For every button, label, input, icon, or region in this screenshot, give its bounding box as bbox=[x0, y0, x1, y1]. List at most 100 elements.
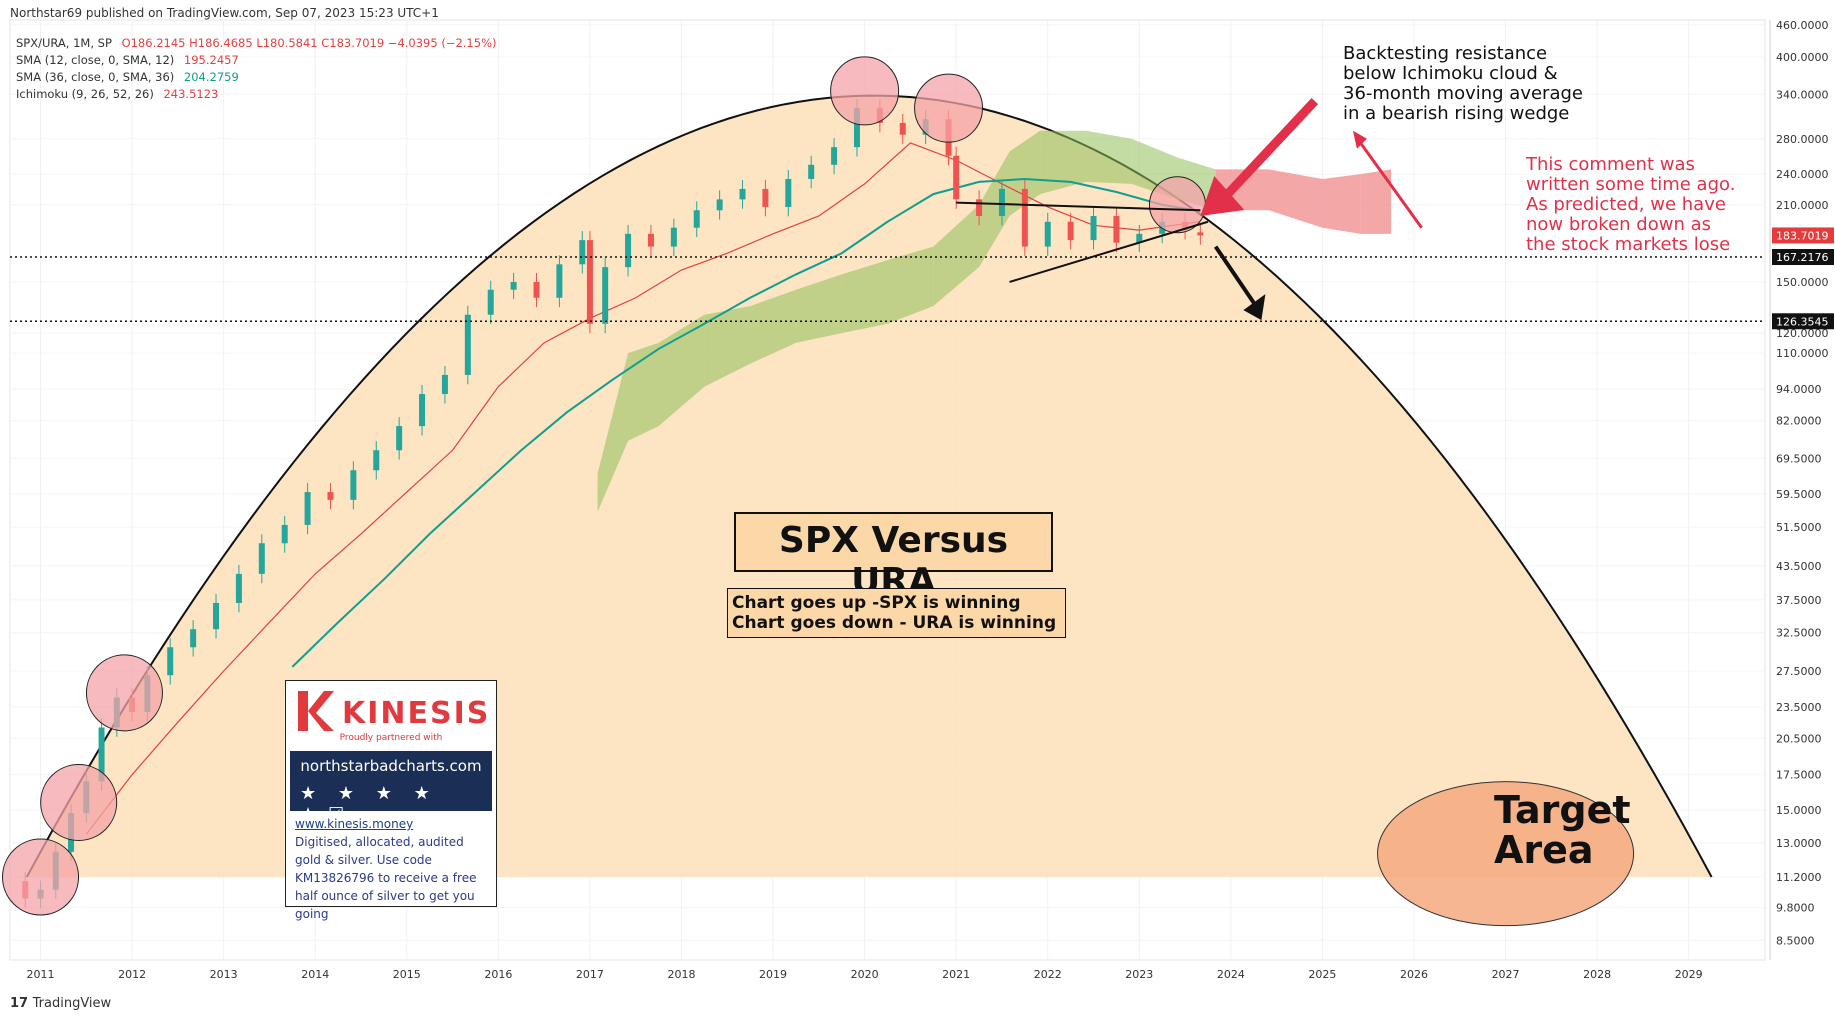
x-tick-label: 2016 bbox=[484, 968, 512, 981]
legend-sma36-label: SMA (36, close, 0, SMA, 36) bbox=[16, 70, 175, 84]
price-tag-label: 183.7019 bbox=[1776, 229, 1829, 242]
y-tick-label: 43.5000 bbox=[1776, 560, 1822, 573]
breakdown-arrow-shaft bbox=[1213, 245, 1260, 310]
y-tick-label: 15.0000 bbox=[1776, 804, 1822, 817]
ichimoku-cloud-segment bbox=[1269, 169, 1323, 228]
y-tick-label: 59.5000 bbox=[1776, 488, 1822, 501]
explainer-line-2: Chart goes down - URA is winning bbox=[732, 613, 1057, 633]
wedge-upper-line bbox=[956, 201, 1201, 212]
y-tick-label: 17.5000 bbox=[1776, 769, 1822, 782]
x-tick-label: 2011 bbox=[27, 968, 55, 981]
highlight-circle bbox=[914, 73, 984, 143]
candle-body bbox=[808, 164, 815, 179]
candle-body bbox=[976, 199, 983, 216]
kinesis-body: Digitised, allocated, audited gold & sil… bbox=[295, 835, 477, 921]
rating-stars-icon: ★ ★ ★ ★ ★ ☑ bbox=[300, 783, 490, 825]
kinesis-ad[interactable]: KINESIS Proudly partnered with northstar… bbox=[285, 680, 497, 921]
y-tick-label: 94.0000 bbox=[1776, 383, 1822, 396]
candle-body bbox=[441, 374, 448, 395]
ichimoku-cloud-segment bbox=[1009, 130, 1041, 216]
candle-body bbox=[235, 573, 242, 603]
price-tag bbox=[1772, 313, 1834, 330]
x-tick-label: 2020 bbox=[851, 968, 879, 981]
ichimoku-cloud-segment bbox=[841, 260, 888, 334]
kinesis-link[interactable]: www.kinesis.money bbox=[295, 817, 414, 831]
candle-body bbox=[419, 394, 426, 427]
explainer-line-1: Chart goes up -SPX is winning bbox=[732, 593, 1021, 613]
kinesis-band: northstarbadcharts.com ★ ★ ★ ★ ★ ☑ bbox=[290, 751, 492, 825]
legend-ichimoku-label: Ichimoku (9, 26, 52, 26) bbox=[16, 87, 154, 101]
x-tick-label: 2015 bbox=[393, 968, 421, 981]
candle-body bbox=[213, 602, 220, 630]
y-tick-label: 51.5000 bbox=[1776, 521, 1822, 534]
ichimoku-cloud-segment bbox=[628, 342, 659, 441]
candle-body bbox=[98, 727, 105, 782]
ichimoku-cloud-segment bbox=[1040, 130, 1086, 195]
candle-body bbox=[899, 122, 906, 135]
candle-body bbox=[190, 629, 197, 648]
candle-body bbox=[716, 199, 723, 211]
y-tick-label: 110.0000 bbox=[1776, 347, 1829, 360]
legend-sma36-value: 204.2759 bbox=[183, 70, 239, 84]
ichimoku-cloud-segment bbox=[750, 289, 796, 364]
legend-sma12-label: SMA (12, close, 0, SMA, 12) bbox=[16, 53, 175, 67]
candle-body bbox=[1021, 188, 1028, 247]
resistance-annotation: Backtesting resistance below Ichimoku cl… bbox=[1343, 43, 1583, 124]
candle-body bbox=[1197, 232, 1204, 236]
target-area-label: Target Area bbox=[1494, 788, 1631, 872]
ichimoku-cloud-segment bbox=[795, 274, 842, 343]
candle-body bbox=[739, 188, 746, 200]
candle-body bbox=[670, 227, 677, 247]
x-tick-label: 2026 bbox=[1400, 968, 1428, 981]
legend-ohlc: O186.2145 H186.4685 L180.5841 C183.7019 … bbox=[121, 36, 497, 50]
ichimoku-cloud-segment bbox=[1360, 169, 1392, 234]
publisher-header: Northstar69 published on TradingView.com… bbox=[10, 6, 439, 20]
tradingview-logo-icon: 17 bbox=[10, 996, 29, 1011]
y-tick-label: 27.5000 bbox=[1776, 665, 1822, 678]
ichimoku-cloud-segment bbox=[887, 246, 934, 324]
kinesis-site: northstarbadcharts.com bbox=[300, 757, 482, 775]
ichimoku-cloud-segment bbox=[1085, 130, 1132, 184]
x-tick-label: 2029 bbox=[1675, 968, 1703, 981]
x-tick-label: 2027 bbox=[1492, 968, 1520, 981]
candle-body bbox=[602, 267, 609, 324]
candle-body bbox=[953, 155, 960, 200]
candle-body bbox=[998, 188, 1005, 216]
y-tick-label: 150.0000 bbox=[1776, 276, 1829, 289]
x-tick-label: 2012 bbox=[118, 968, 146, 981]
tradingview-footer: 17 TradingView bbox=[10, 996, 111, 1011]
y-tick-label: 120.0000 bbox=[1776, 327, 1829, 340]
y-tick-label: 37.5000 bbox=[1776, 594, 1822, 607]
sma36-line bbox=[291, 177, 1201, 668]
x-tick-label: 2021 bbox=[942, 968, 970, 981]
y-tick-label: 400.0000 bbox=[1776, 51, 1829, 64]
ichimoku-cloud-segment bbox=[933, 204, 980, 307]
y-tick-label: 11.2000 bbox=[1776, 871, 1822, 884]
x-tick-label: 2024 bbox=[1217, 968, 1245, 981]
highlight-circle bbox=[2, 838, 80, 916]
x-tick-label: 2013 bbox=[210, 968, 238, 981]
wedge-lower-line bbox=[1009, 220, 1209, 283]
candle-body bbox=[350, 470, 357, 500]
candle-body bbox=[167, 647, 174, 676]
y-tick-label: 210.0000 bbox=[1776, 199, 1829, 212]
candle-body bbox=[853, 108, 860, 148]
y-tick-label: 23.5000 bbox=[1776, 701, 1822, 714]
legend-sma12-value: 195.2457 bbox=[183, 53, 239, 67]
candle-body bbox=[487, 289, 494, 315]
target-ellipse bbox=[1377, 781, 1635, 927]
x-tick-label: 2025 bbox=[1308, 968, 1336, 981]
candle-body bbox=[304, 492, 311, 525]
comment-arrow-shaft bbox=[1357, 139, 1423, 229]
y-tick-label: 280.0000 bbox=[1776, 133, 1829, 146]
legend-sma12: SMA (12, close, 0, SMA, 12) 195.2457 bbox=[16, 53, 239, 67]
candle-body bbox=[258, 543, 265, 574]
x-tick-label: 2022 bbox=[1034, 968, 1062, 981]
candle-body bbox=[1090, 215, 1097, 241]
ichimoku-cloud-segment bbox=[704, 306, 751, 387]
y-tick-label: 340.0000 bbox=[1776, 88, 1829, 101]
candle-body bbox=[625, 233, 632, 268]
candle-body bbox=[510, 281, 517, 290]
candle-body bbox=[831, 147, 838, 165]
candle-body bbox=[281, 524, 288, 544]
